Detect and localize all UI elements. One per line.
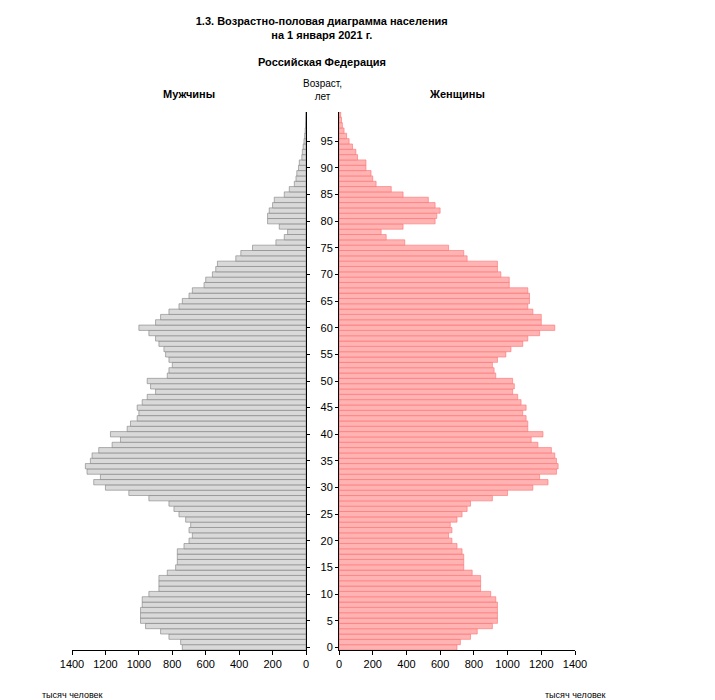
svg-text:5: 5 [327,615,333,627]
svg-text:20: 20 [321,535,333,547]
svg-text:1400: 1400 [60,658,84,670]
svg-text:800: 800 [465,658,483,670]
svg-text:30: 30 [321,481,333,493]
svg-text:тысяч человек: тысяч человек [42,690,103,700]
svg-text:25: 25 [321,508,333,520]
svg-text:55: 55 [321,348,333,360]
svg-text:35: 35 [321,455,333,467]
svg-text:0: 0 [336,658,342,670]
svg-text:0: 0 [303,658,309,670]
svg-text:70: 70 [321,268,333,280]
svg-text:200: 200 [364,658,382,670]
svg-text:Мужчины: Мужчины [163,88,215,100]
svg-text:65: 65 [321,295,333,307]
svg-text:1000: 1000 [127,658,151,670]
svg-text:800: 800 [163,658,181,670]
svg-text:Возраст,лет: Возраст,лет [303,78,342,102]
svg-text:1000: 1000 [495,658,519,670]
svg-text:600: 600 [197,658,215,670]
svg-text:600: 600 [431,658,449,670]
svg-text:Женщины: Женщины [429,88,485,100]
svg-text:45: 45 [321,401,333,413]
svg-text:тысяч человек: тысяч человек [545,690,606,700]
svg-text:40: 40 [321,428,333,440]
svg-text:1200: 1200 [93,658,117,670]
svg-text:75: 75 [321,242,333,254]
svg-text:1200: 1200 [529,658,553,670]
svg-text:400: 400 [230,658,248,670]
svg-text:1400: 1400 [563,658,587,670]
svg-text:Российская Федерация: Российская Федерация [258,56,386,68]
svg-text:90: 90 [321,162,333,174]
svg-text:0: 0 [327,641,333,653]
svg-text:10: 10 [321,588,333,600]
svg-text:60: 60 [321,322,333,334]
svg-text:85: 85 [321,188,333,200]
svg-text:200: 200 [263,658,281,670]
svg-text:80: 80 [321,215,333,227]
svg-text:95: 95 [321,135,333,147]
svg-text:15: 15 [321,561,333,573]
svg-text:50: 50 [321,375,333,387]
svg-text:1.3. Возрастно-половая диаграм: 1.3. Возрастно-половая диаграмма населен… [196,15,448,41]
svg-text:400: 400 [397,658,415,670]
